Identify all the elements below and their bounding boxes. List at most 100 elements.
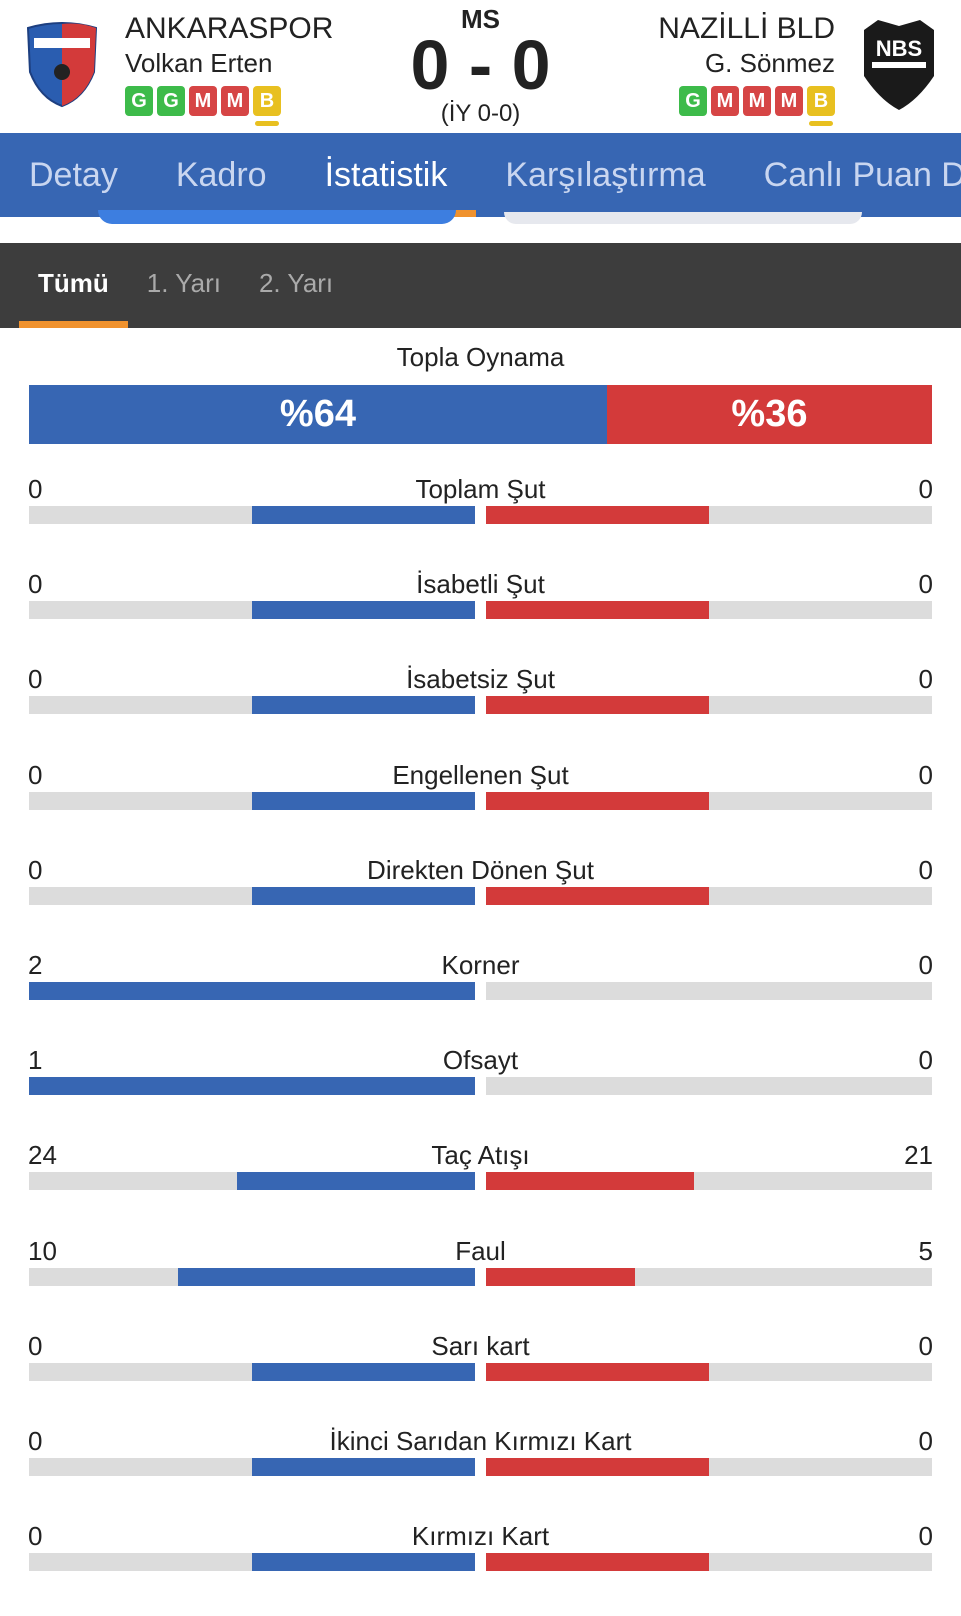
home-coach: Volkan Erten: [125, 48, 273, 78]
stat-row: 0 İsabetli Şut 0: [0, 569, 961, 664]
stat-label: Faul: [455, 1235, 506, 1266]
stat-home-bar: [252, 1362, 475, 1381]
stat-home-bar: [237, 1172, 475, 1191]
stat-label: İsabetsiz Şut: [406, 664, 555, 695]
stat-row: 0 Engellenen Şut 0: [0, 760, 961, 855]
form-badge: M: [711, 86, 739, 116]
period-tab-1[interactable]: 1. Yarı: [146, 268, 221, 298]
stat-label: Engellenen Şut: [392, 759, 569, 790]
stat-home-value: 0: [28, 1330, 43, 1361]
stat-home-track: [29, 886, 475, 905]
tab-1[interactable]: Kadro: [175, 156, 267, 194]
stat-row: 0 Toplam Şut 0: [0, 474, 961, 569]
stat-home-track: [29, 1362, 475, 1381]
stat-home-track: [29, 1077, 475, 1096]
tab-scroll-indicator-track: [504, 212, 862, 224]
away-coach: G. Sönmez: [704, 48, 835, 78]
halftime-score: (İY 0-0): [440, 100, 521, 127]
stat-away-value: 0: [918, 664, 933, 695]
stat-home-value: 24: [28, 1140, 57, 1171]
score: 0 - 0: [410, 30, 550, 100]
stat-home-track: [29, 696, 475, 715]
match-status: MS: [461, 4, 500, 34]
period-tabs: Tümü 1. Yarı 2. Yarı: [0, 243, 961, 328]
stat-away-value: 0: [918, 474, 933, 504]
stat-row: 24 Taç Atışı 21: [0, 1140, 961, 1235]
tab-2[interactable]: İstatistik: [295, 133, 477, 217]
possession-away-value: %36: [731, 393, 808, 435]
tab-scroll-indicator: [98, 210, 456, 224]
stat-home-bar: [29, 1077, 475, 1096]
stat-away-bar: [486, 506, 709, 524]
stat-label: Kırmızı Kart: [411, 1521, 550, 1552]
stat-away-value: 0: [918, 759, 933, 790]
stat-home-value: 0: [28, 1426, 43, 1456]
stat-away-bar: [486, 1553, 709, 1572]
stat-home-bar: [252, 1458, 475, 1476]
stat-home-value: 2: [28, 950, 43, 980]
stat-home-track: [29, 1553, 475, 1572]
stat-home-track: [29, 1267, 475, 1286]
stat-home-bar: [252, 601, 475, 620]
tab-0[interactable]: Detay: [29, 156, 118, 194]
stat-label: İkinci Sarıdan Kırmızı Kart: [329, 1426, 632, 1456]
possession-away: %36: [606, 385, 932, 444]
stat-home-bar: [252, 696, 475, 715]
stat-row: 0 İsabetsiz Şut 0: [0, 664, 961, 759]
stat-away-track: [486, 1172, 932, 1191]
form-badge: B: [807, 86, 835, 126]
stat-label: Direkten Dönen Şut: [367, 854, 594, 885]
tab-3[interactable]: Karşılaştırma: [505, 156, 706, 194]
stat-label: Sarı kart: [431, 1330, 530, 1361]
stat-home-value: 0: [28, 1521, 43, 1552]
stat-label: Toplam Şut: [415, 474, 546, 504]
stat-home-track: [29, 982, 475, 1000]
form-badge: G: [679, 86, 707, 116]
away-logo[interactable]: NBS: [858, 16, 940, 112]
possession-home-value: %64: [279, 393, 356, 435]
home-team-name[interactable]: ANKARASPOR: [125, 12, 334, 45]
form-badge: M: [189, 86, 217, 116]
stat-away-track: [486, 696, 932, 715]
stat-away-track: [486, 1553, 932, 1572]
stat-away-value: 5: [918, 1235, 933, 1266]
stat-home-track: [29, 506, 475, 524]
stat-home-bar: [252, 791, 475, 810]
stat-away-track: [486, 601, 932, 620]
stat-label: Taç Atışı: [431, 1140, 530, 1171]
stat-away-value: 0: [918, 1426, 933, 1456]
stat-away-track: [486, 1267, 932, 1286]
form-badge: M: [221, 86, 249, 116]
stat-away-bar: [486, 791, 709, 810]
stat-home-bar: [29, 982, 475, 1000]
tab-4[interactable]: Canlı Puan D: [763, 156, 961, 194]
period-tab-2[interactable]: 2. Yarı: [258, 268, 334, 298]
period-tab-0[interactable]: Tümü: [19, 243, 128, 328]
stat-row: 2 Korner 0: [0, 950, 961, 1045]
stat-away-track: [486, 506, 932, 524]
stat-away-bar: [486, 1362, 709, 1381]
away-team-name[interactable]: NAZİLLİ BLD: [658, 12, 835, 45]
stat-away-value: 0: [918, 569, 933, 600]
stat-away-track: [486, 791, 932, 810]
stat-away-bar: [486, 1172, 695, 1191]
stat-away-bar: [486, 1267, 635, 1286]
stat-away-track: [486, 982, 932, 1000]
stat-home-value: 0: [28, 854, 43, 885]
stat-label: Korner: [441, 950, 520, 980]
stat-away-bar: [486, 886, 709, 905]
home-logo[interactable]: [24, 22, 100, 108]
stat-home-track: [29, 601, 475, 620]
stat-away-value: 0: [918, 1521, 933, 1552]
stat-away-track: [486, 1458, 932, 1476]
stat-home-bar: [252, 1553, 475, 1572]
stat-away-bar: [486, 601, 709, 620]
stat-away-value: 21: [904, 1140, 933, 1171]
stat-away-track: [486, 1077, 932, 1096]
possession-bar: %64 %36: [29, 385, 932, 444]
stat-label: Ofsayt: [442, 1045, 519, 1076]
stat-home-value: 0: [28, 569, 43, 600]
score-separator: -: [468, 26, 493, 104]
